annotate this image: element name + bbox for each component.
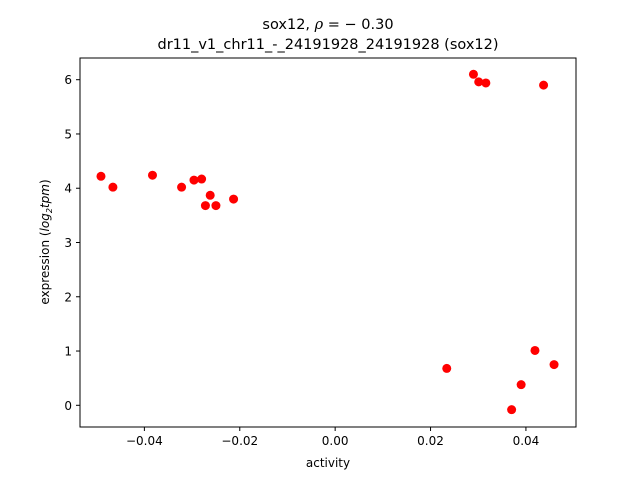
data-point [205, 190, 215, 200]
x-tick-label: −0.02 [221, 434, 258, 448]
data-points [96, 69, 559, 415]
chart-title-line1: sox12, ρ = − 0.30 [262, 17, 393, 33]
data-point [177, 182, 187, 192]
x-axis-ticks: −0.04 −0.02 0.00 0.02 0.04 [126, 427, 539, 448]
y-axis-label: expression (log2tpm) [38, 179, 54, 304]
data-point [474, 77, 484, 87]
data-point [96, 171, 106, 181]
y-tick-label: 5 [64, 127, 72, 141]
y-tick-label: 2 [64, 290, 72, 304]
x-axis-label: activity [306, 456, 350, 470]
plot-area: −0.04 −0.02 0.00 0.02 0.04 0 1 2 3 4 5 6 [64, 57, 577, 448]
x-tick-label: 0.02 [417, 434, 444, 448]
x-tick-label: 0.04 [513, 434, 540, 448]
y-tick-label: 1 [64, 345, 72, 359]
data-point [189, 175, 199, 185]
data-point [108, 182, 118, 192]
data-point [539, 80, 549, 90]
data-point [229, 194, 239, 204]
data-point [442, 363, 452, 373]
data-point [200, 201, 210, 211]
y-tick-label: 4 [64, 182, 72, 196]
y-tick-label: 6 [64, 73, 72, 87]
data-point [197, 174, 207, 184]
data-point [530, 345, 540, 355]
data-point [507, 405, 517, 415]
chart-title-line2: dr11_v1_chr11_-_24191928_24191928 (sox12… [157, 37, 498, 53]
x-tick-label: −0.04 [126, 434, 163, 448]
data-point [481, 78, 491, 88]
data-point [211, 201, 221, 211]
y-axis-ticks: 0 1 2 3 4 5 6 [64, 73, 80, 413]
y-tick-label: 3 [64, 236, 72, 250]
data-point [549, 360, 559, 370]
data-point [147, 170, 157, 180]
y-tick-label: 0 [64, 399, 72, 413]
data-point [516, 380, 526, 390]
data-point [468, 69, 478, 79]
x-tick-label: 0.00 [322, 434, 349, 448]
